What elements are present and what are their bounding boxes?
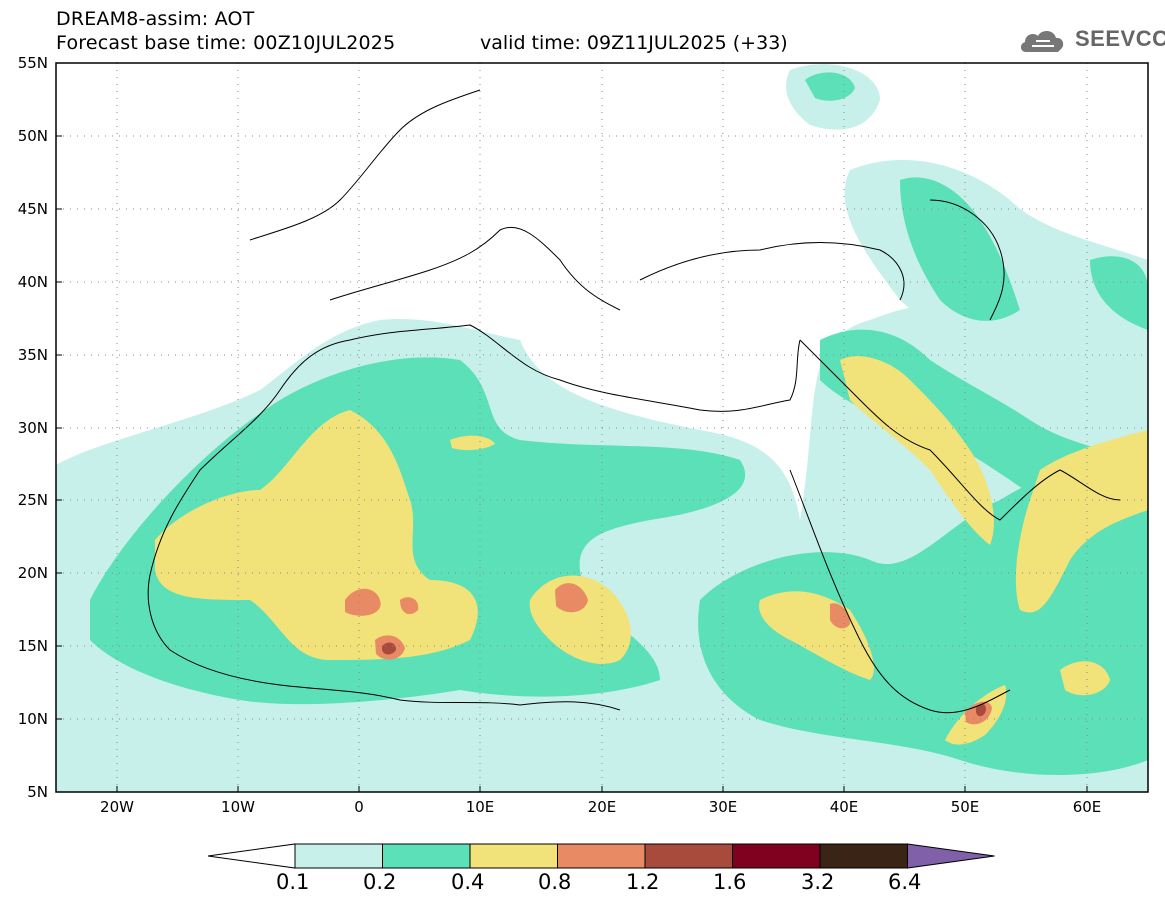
lon-label: 20E <box>588 798 617 816</box>
lon-label: 50E <box>951 798 980 816</box>
colorbar-label: 3.2 <box>801 870 835 894</box>
colorbar-label: 1.6 <box>713 870 747 894</box>
lat-label: 45N <box>18 200 48 218</box>
forecast-base-time: Forecast base time: 00Z10JUL2025 <box>56 32 396 54</box>
lat-label: 10N <box>18 710 48 728</box>
colorbar-label: 0.1 <box>276 870 310 894</box>
lon-label: 10W <box>221 798 255 816</box>
chart-title: DREAM8-assim: AOT <box>56 8 255 30</box>
lon-label: 20W <box>100 798 134 816</box>
lat-label: 15N <box>18 637 48 655</box>
lat-label: 35N <box>18 346 48 364</box>
lat-label: 20N <box>18 564 48 582</box>
coastlines <box>147 89 1121 714</box>
colorbar-label: 6.4 <box>888 870 922 894</box>
lon-label: 30E <box>709 798 738 816</box>
lat-label: 30N <box>18 419 48 437</box>
cloud-icon <box>1020 30 1064 52</box>
lat-label: 55N <box>18 54 48 72</box>
axis-ticks <box>56 62 1088 792</box>
lat-label: 40N <box>18 273 48 291</box>
aot-field <box>56 64 1148 792</box>
lat-label: 50N <box>18 127 48 145</box>
lon-label: 40E <box>830 798 859 816</box>
colorbar-label: 1.2 <box>626 870 660 894</box>
lon-label: 60E <box>1073 798 1102 816</box>
lon-label: 0 <box>354 798 364 816</box>
lat-label: 25N <box>18 491 48 509</box>
colorbar-label: 0.8 <box>538 870 572 894</box>
valid-time: valid time: 09Z11JUL2025 (+33) <box>480 32 788 54</box>
graticule <box>56 63 1148 792</box>
lat-label: 5N <box>27 783 48 801</box>
colorbar-label: 0.2 <box>363 870 397 894</box>
lon-label: 10E <box>466 798 495 816</box>
seevccc-logo-text: SEEVCCC <box>1075 26 1165 51</box>
longitude-labels: 20W 10W 0 10E 20E 30E 40E 50E 60E <box>100 798 1101 816</box>
latitude-labels: 55N 50N 45N 40N 35N 30N 25N 20N 15N 10N … <box>18 54 48 801</box>
colorbar-label: 0.4 <box>451 870 485 894</box>
